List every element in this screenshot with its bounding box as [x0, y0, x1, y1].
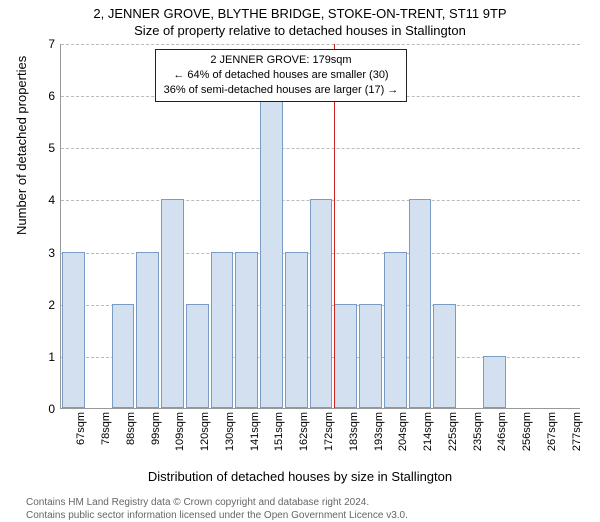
- x-tick-label: 162sqm: [298, 412, 310, 451]
- histogram-bar: [211, 252, 234, 408]
- y-tick-label: 1: [48, 350, 55, 364]
- gridline: [61, 44, 580, 45]
- legend-line-3: 36% of semi-detached houses are larger (…: [164, 83, 399, 98]
- y-tick-label: 5: [48, 141, 55, 155]
- y-tick-label: 6: [48, 89, 55, 103]
- y-tick-label: 4: [48, 193, 55, 207]
- histogram-bar: [260, 95, 283, 408]
- title-address: 2, JENNER GROVE, BLYTHE BRIDGE, STOKE-ON…: [0, 0, 600, 21]
- legend-box: 2 JENNER GROVE: 179sqm← 64% of detached …: [155, 49, 408, 102]
- gridline: [61, 148, 580, 149]
- y-tick-label: 2: [48, 298, 55, 312]
- y-axis-label: Number of detached properties: [14, 56, 29, 235]
- histogram-bar: [136, 252, 159, 408]
- footer-line-2: Contains public sector information licen…: [26, 509, 600, 522]
- x-tick-label: 246sqm: [496, 412, 508, 451]
- x-tick-label: 130sqm: [224, 412, 236, 451]
- x-tick-label: 99sqm: [150, 412, 162, 445]
- x-tick-label: 277sqm: [571, 412, 583, 451]
- x-tick-label: 256sqm: [521, 412, 533, 451]
- histogram-bar: [310, 199, 333, 408]
- histogram-bar: [409, 199, 432, 408]
- legend-line-2: ← 64% of detached houses are smaller (30…: [164, 68, 399, 83]
- histogram-bar: [359, 304, 382, 408]
- x-tick-label: 225sqm: [447, 412, 459, 451]
- title-subtitle: Size of property relative to detached ho…: [0, 21, 600, 38]
- histogram-bar: [235, 252, 258, 408]
- chart-area: 0123456767sqm78sqm88sqm99sqm109sqm120sqm…: [60, 44, 580, 409]
- histogram-bar: [334, 304, 357, 408]
- y-tick-label: 3: [48, 246, 55, 260]
- footer-line-1: Contains HM Land Registry data © Crown c…: [26, 496, 600, 509]
- x-tick-label: 67sqm: [75, 412, 87, 445]
- histogram-bar: [62, 252, 85, 408]
- x-tick-label: 267sqm: [546, 412, 558, 451]
- histogram-bar: [433, 304, 456, 408]
- plot-area: 0123456767sqm78sqm88sqm99sqm109sqm120sqm…: [60, 44, 580, 409]
- x-tick-label: 193sqm: [373, 412, 385, 451]
- histogram-bar: [483, 356, 506, 408]
- histogram-bar: [285, 252, 308, 408]
- x-tick-label: 172sqm: [323, 412, 335, 451]
- x-tick-label: 204sqm: [397, 412, 409, 451]
- x-tick-label: 88sqm: [125, 412, 137, 445]
- x-tick-label: 214sqm: [422, 412, 434, 451]
- y-tick-label: 0: [48, 402, 55, 416]
- x-tick-label: 109sqm: [174, 412, 186, 451]
- x-tick-label: 183sqm: [348, 412, 360, 451]
- x-tick-label: 235sqm: [472, 412, 484, 451]
- histogram-bar: [384, 252, 407, 408]
- legend-line-1: 2 JENNER GROVE: 179sqm: [164, 53, 399, 68]
- x-axis-label: Distribution of detached houses by size …: [0, 469, 600, 484]
- histogram-bar: [186, 304, 209, 408]
- histogram-bar: [161, 199, 184, 408]
- x-tick-label: 120sqm: [199, 412, 211, 451]
- x-tick-label: 78sqm: [100, 412, 112, 445]
- x-tick-label: 141sqm: [249, 412, 261, 451]
- x-tick-label: 151sqm: [273, 412, 285, 451]
- histogram-bar: [112, 304, 135, 408]
- y-tick-label: 7: [48, 37, 55, 51]
